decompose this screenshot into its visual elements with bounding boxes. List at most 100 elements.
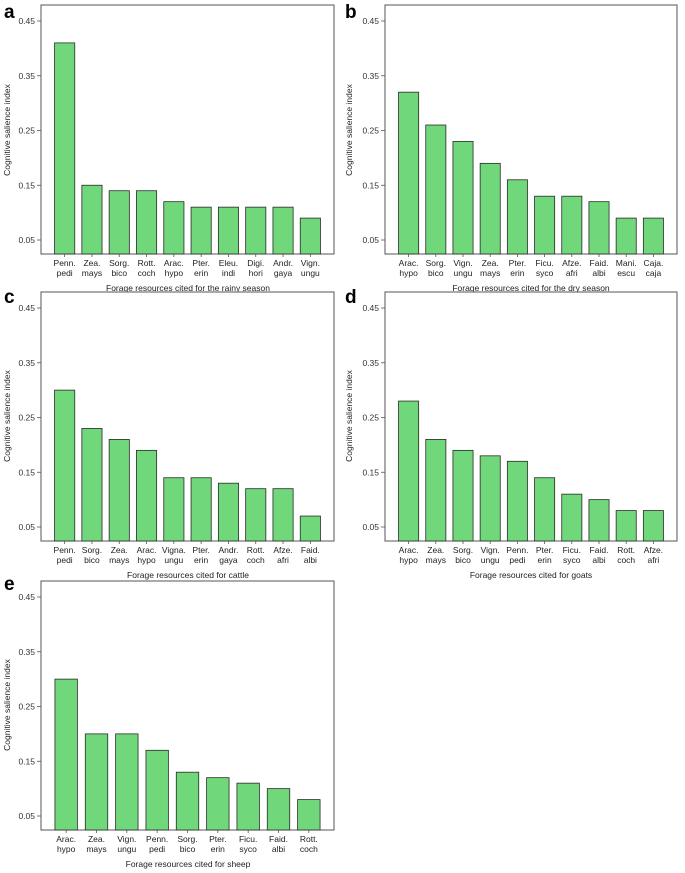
category-label: Rott. — [300, 834, 318, 844]
panel-letter: b — [345, 2, 357, 23]
y-tick-label: 0.45 — [18, 303, 35, 313]
category-label: bico — [84, 555, 100, 565]
bar — [175, 771, 200, 831]
category-label: Eleu. — [219, 258, 238, 268]
category-label: gaya — [274, 268, 293, 278]
y-tick-label: 0.35 — [18, 71, 35, 81]
plot-frame — [40, 4, 335, 255]
category-label: Vign. — [117, 834, 136, 844]
category-label: Pter. — [192, 545, 209, 555]
y-tick-label: 0.35 — [362, 358, 379, 368]
panel-e: e 0.05 0.15 0.25 0.35 0.45 Arac.hypo Zea.mays… — [2, 574, 335, 869]
category-label: Arac. — [399, 258, 419, 268]
category-label: mays — [86, 844, 106, 854]
y-tick-label: 0.25 — [18, 702, 35, 712]
bar — [81, 184, 103, 255]
category-label: Arac. — [137, 545, 157, 555]
bar — [299, 515, 321, 542]
category-label: Digi. — [247, 258, 264, 268]
category-labels: Arac.hypo Sorg.bico Vign.ungu Zea.mays Pter.… — [399, 254, 663, 278]
category-label: erin — [194, 555, 208, 565]
y-tick-label: 0.25 — [362, 413, 379, 423]
category-label: ungu — [164, 555, 183, 565]
category-label: coch — [247, 555, 265, 565]
category-label: indi — [222, 268, 235, 278]
category-label: Penn. — [54, 545, 76, 555]
category-label: albi — [592, 555, 605, 565]
bar — [561, 493, 583, 542]
category-label: Zea. — [88, 834, 105, 844]
category-label: Rott. — [247, 545, 265, 555]
category-label: erin — [510, 268, 524, 278]
y-tick-label: 0.15 — [18, 467, 35, 477]
bar — [398, 91, 420, 255]
category-label: Zea. — [427, 545, 444, 555]
bar — [81, 428, 103, 542]
bar — [217, 482, 239, 542]
bar — [588, 499, 610, 542]
y-tick-label: 0.15 — [362, 467, 379, 477]
bar — [506, 460, 528, 542]
panel-letter: d — [345, 287, 357, 308]
category-label: albi — [272, 844, 285, 854]
category-label: pedi — [57, 555, 73, 565]
panel-letter: e — [4, 574, 15, 595]
bar — [297, 799, 321, 831]
category-label: pedi — [509, 555, 525, 565]
bar — [136, 449, 158, 542]
category-label: Faid. — [590, 258, 609, 268]
y-ticks: 0.05 0.15 0.25 0.35 0.45 — [18, 16, 41, 245]
category-label: Ficu. — [239, 834, 257, 844]
y-tick-label: 0.05 — [362, 235, 379, 245]
bars — [54, 678, 321, 831]
bar — [642, 217, 664, 255]
category-label: syco — [563, 555, 581, 565]
category-labels: Penn.pedi Sorg.bico Zea.mays Arac.hypo Vigna… — [54, 541, 320, 565]
y-axis-title: Cognitive salience index — [2, 369, 12, 461]
category-label: syco — [239, 844, 257, 854]
category-label: caja — [646, 268, 662, 278]
bar — [163, 201, 185, 255]
y-tick-label: 0.35 — [362, 71, 379, 81]
bar — [272, 488, 294, 542]
category-label: Afze. — [644, 545, 663, 555]
y-tick-label: 0.45 — [362, 16, 379, 26]
panel-letter: c — [4, 287, 15, 308]
category-label: ungu — [117, 844, 136, 854]
bar — [115, 733, 139, 831]
bar — [236, 782, 260, 831]
bar — [54, 678, 78, 831]
category-label: pedi — [57, 268, 73, 278]
y-tick-label: 0.35 — [18, 358, 35, 368]
bar — [452, 449, 474, 542]
category-label: hypo — [57, 844, 76, 854]
bar — [452, 141, 474, 255]
bar — [84, 733, 109, 831]
category-label: Vign. — [301, 258, 320, 268]
y-tick-label: 0.05 — [362, 522, 379, 532]
bar — [108, 190, 130, 255]
bar — [425, 124, 447, 255]
category-label: mays — [426, 555, 446, 565]
category-label: Pter. — [192, 258, 209, 268]
y-tick-label: 0.15 — [18, 180, 35, 190]
y-tick-label: 0.25 — [18, 413, 35, 423]
panel-b: b 0.05 0.15 0.25 0.35 0.45 Arac.hypo Sorg.bic… — [344, 2, 678, 293]
y-axis-title: Cognitive salience index — [344, 369, 354, 461]
category-label: Caja. — [643, 258, 663, 268]
category-label: erin — [194, 268, 208, 278]
category-labels: Arac.hypo Zea.mays Sorg.bico Vign.ungu Penn.… — [399, 541, 663, 565]
category-label: bico — [455, 555, 471, 565]
category-label: Arac. — [56, 834, 76, 844]
bar — [217, 206, 239, 255]
category-label: hypo — [165, 268, 184, 278]
bar — [136, 190, 158, 255]
category-label: Penn. — [146, 834, 168, 844]
y-tick-label: 0.05 — [18, 235, 35, 245]
bar — [299, 217, 321, 255]
bar — [108, 438, 130, 542]
category-label: ungu — [301, 268, 320, 278]
category-label: Andr. — [273, 258, 293, 268]
category-label: Zea. — [83, 258, 100, 268]
category-label: Afze. — [562, 258, 581, 268]
